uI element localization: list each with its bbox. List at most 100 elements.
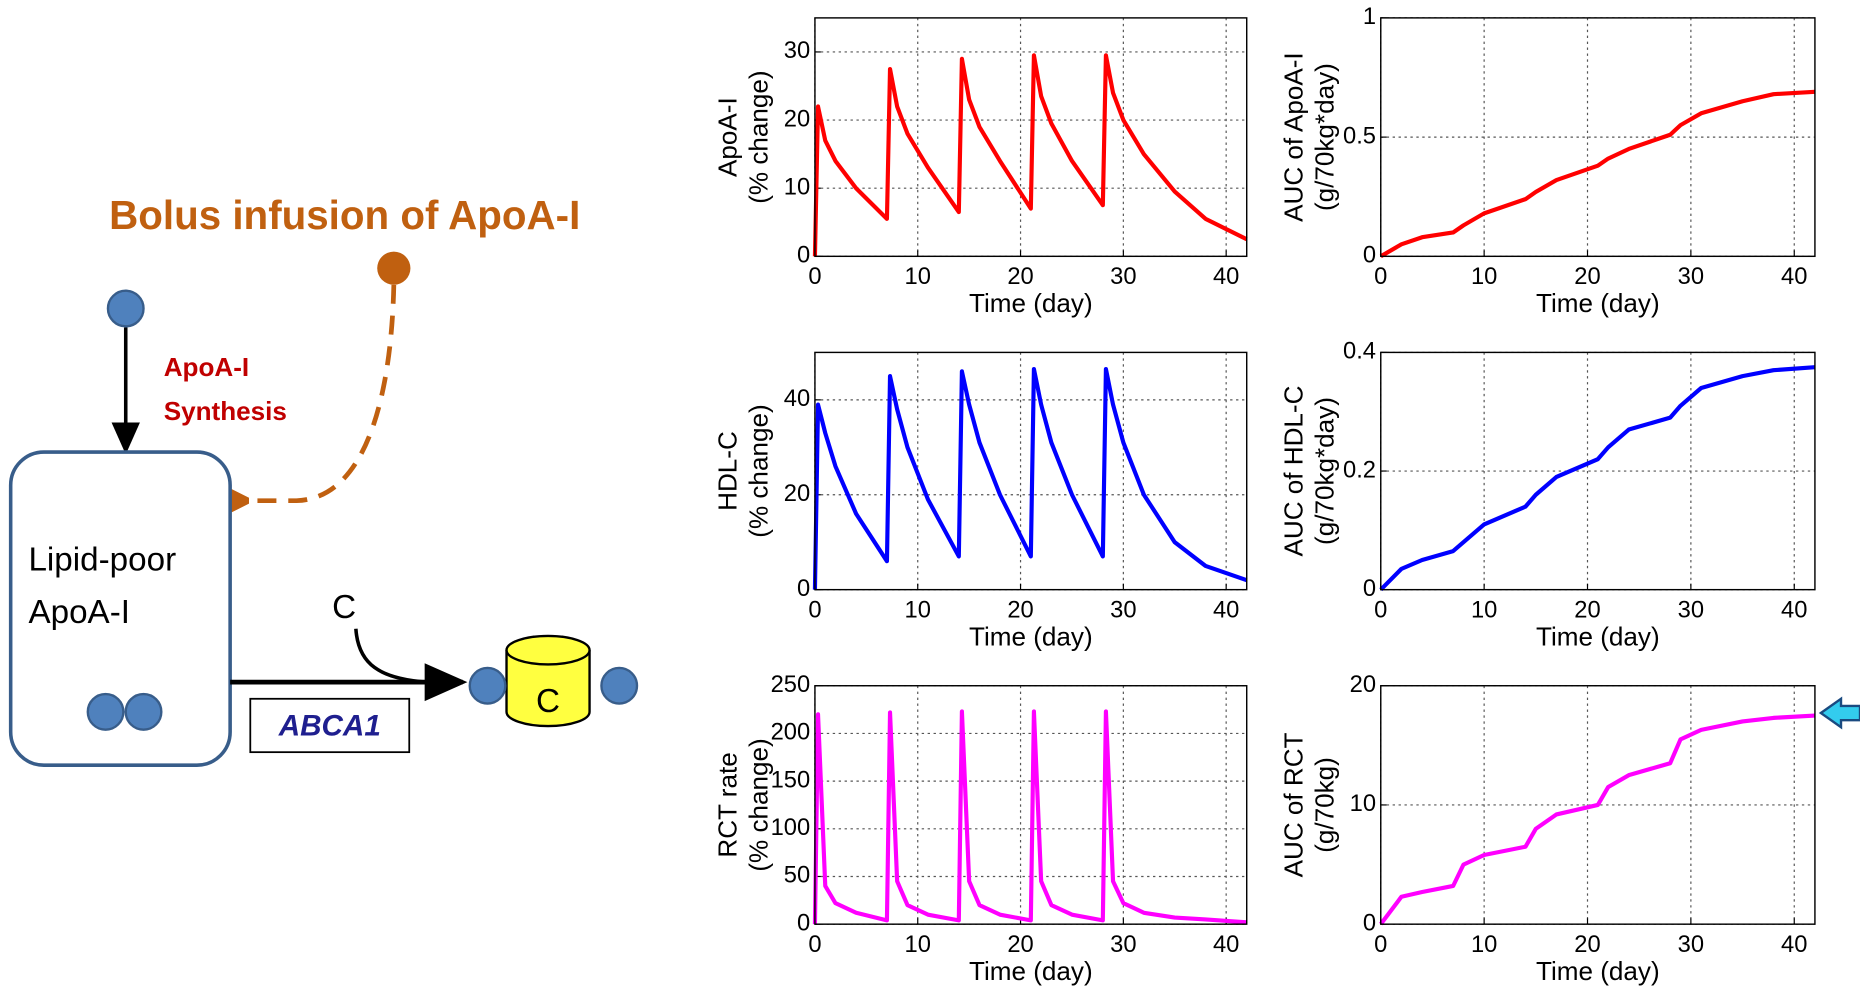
x-axis-label: Time (day) xyxy=(969,621,1093,651)
x-tick-label: 0 xyxy=(1374,597,1387,623)
compartment-label: Lipid-poor xyxy=(28,542,176,579)
apoa1 xyxy=(86,692,125,731)
x-tick-label: 20 xyxy=(1007,932,1033,958)
plot-frame xyxy=(1380,685,1816,925)
y-axis-label: ApoA-I xyxy=(713,97,743,177)
diagram-title: Bolus infusion of ApoA-I xyxy=(109,192,580,238)
plot-frame xyxy=(1380,351,1816,591)
y-axis-label: (% change) xyxy=(743,404,773,537)
y-tick-label: 0 xyxy=(1363,576,1376,602)
x-tick-label: 30 xyxy=(1678,264,1704,290)
precursor xyxy=(106,289,145,328)
x-tick-label: 10 xyxy=(1471,932,1497,958)
transporter-box xyxy=(249,697,411,754)
x-tick-label: 0 xyxy=(808,932,821,958)
y-tick-label: 50 xyxy=(784,863,810,889)
x-tick-label: 30 xyxy=(1678,597,1704,623)
apoa1 xyxy=(600,666,639,705)
y-tick-label: 150 xyxy=(771,767,811,793)
y-tick-label: 250 xyxy=(771,672,811,698)
x-tick-label: 40 xyxy=(1781,932,1807,958)
apoa1 xyxy=(124,692,163,731)
y-tick-label: 0.2 xyxy=(1343,457,1376,483)
x-tick-label: 40 xyxy=(1781,597,1807,623)
y-tick-label: 20 xyxy=(784,481,810,507)
plot-frame xyxy=(1380,17,1816,258)
y-tick-label: 0 xyxy=(797,576,810,602)
y-axis-label: (g/70kg*day) xyxy=(1309,63,1339,211)
particle xyxy=(505,650,591,728)
particle-top xyxy=(505,634,591,666)
x-tick-label: 20 xyxy=(1574,264,1600,290)
transporter-label: ABCA1 xyxy=(278,710,381,743)
x-tick-label: 10 xyxy=(905,597,931,623)
data-line xyxy=(1379,89,1816,259)
y-axis-label: HDL-C xyxy=(713,431,743,511)
x-tick-label: 40 xyxy=(1213,597,1239,623)
x-axis-label: Time (day) xyxy=(969,956,1093,986)
x-tick-label: 40 xyxy=(1213,932,1239,958)
x-tick-label: 20 xyxy=(1007,597,1033,623)
x-tick-label: 30 xyxy=(1110,597,1136,623)
x-tick-label: 10 xyxy=(905,932,931,958)
data-line xyxy=(812,709,1247,925)
y-tick-label: 30 xyxy=(784,38,810,64)
x-tick-label: 20 xyxy=(1574,597,1600,623)
x-axis-label: Time (day) xyxy=(1536,288,1660,318)
y-tick-label: 20 xyxy=(1350,672,1376,698)
y-axis-label: RCT rate xyxy=(713,752,743,857)
x-tick-label: 0 xyxy=(808,597,821,623)
cholesterol-arrow xyxy=(354,628,428,684)
y-tick-label: 10 xyxy=(1350,791,1376,817)
y-axis-label: AUC of RCT xyxy=(1278,732,1308,877)
data-line xyxy=(1379,365,1816,592)
y-tick-label: 0 xyxy=(1363,243,1376,269)
y-tick-label: 200 xyxy=(771,720,811,746)
y-tick-label: 20 xyxy=(784,106,810,132)
y-axis-label: (% change) xyxy=(743,70,773,203)
infusion-arrow xyxy=(225,284,397,501)
x-tick-label: 10 xyxy=(1471,597,1497,623)
x-axis-label: Time (day) xyxy=(1536,956,1660,986)
x-axis-label: Time (day) xyxy=(969,288,1093,318)
x-tick-label: 20 xyxy=(1574,932,1600,958)
compartment-label: ApoA-I xyxy=(28,594,130,631)
data-line xyxy=(812,366,1248,590)
infusion-source xyxy=(377,251,411,285)
highlight-arrow xyxy=(1818,696,1860,730)
x-tick-label: 20 xyxy=(1007,264,1033,290)
y-tick-label: 1 xyxy=(1363,4,1376,30)
x-tick-label: 40 xyxy=(1213,264,1239,290)
x-tick-label: 30 xyxy=(1110,264,1136,290)
particle-label: C xyxy=(536,683,560,720)
plot-frame xyxy=(814,17,1248,258)
plot-frame xyxy=(814,351,1248,591)
x-tick-label: 30 xyxy=(1110,932,1136,958)
cholesterol-label: C xyxy=(332,589,356,626)
x-tick-label: 40 xyxy=(1781,264,1807,290)
y-tick-label: 0 xyxy=(797,243,810,269)
y-axis-label: (g/70kg) xyxy=(1309,757,1339,853)
synthesis-label: Synthesis xyxy=(164,396,287,426)
y-axis-label: AUC of ApoA-I xyxy=(1278,52,1308,222)
x-tick-label: 0 xyxy=(1374,932,1387,958)
apoa1 xyxy=(468,666,507,705)
x-axis-label: Time (day) xyxy=(1536,621,1660,651)
x-tick-label: 0 xyxy=(1374,264,1387,290)
plot-frame xyxy=(814,685,1248,925)
x-tick-label: 0 xyxy=(808,264,821,290)
y-tick-label: 10 xyxy=(784,174,810,200)
compartment xyxy=(8,450,232,767)
y-tick-label: 0 xyxy=(797,910,810,936)
y-tick-label: 0 xyxy=(1363,910,1376,936)
data-line xyxy=(812,53,1248,257)
y-tick-label: 40 xyxy=(784,386,810,412)
x-tick-label: 30 xyxy=(1678,932,1704,958)
synthesis-label: ApoA-I xyxy=(164,352,249,382)
x-tick-label: 10 xyxy=(1471,264,1497,290)
x-tick-label: 10 xyxy=(905,264,931,290)
y-tick-label: 0.5 xyxy=(1343,123,1376,149)
data-line xyxy=(1379,713,1816,926)
y-axis-label: (% change) xyxy=(743,738,773,871)
